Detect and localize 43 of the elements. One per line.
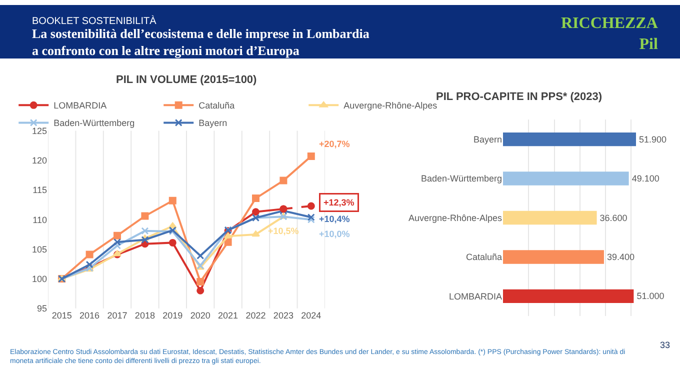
annotation: +10,5%	[268, 226, 299, 236]
y-tick-label: Auvergne-Rhône-Alpes	[408, 212, 502, 223]
x-tick-label: 2024	[301, 310, 322, 320]
text: 33	[660, 340, 670, 350]
text: RICCHEZZA Pil	[561, 15, 658, 53]
data-label: 39.400	[606, 252, 634, 262]
x-tick-label: 2019	[162, 310, 183, 320]
y-tick-label: Baden-Württemberg	[420, 174, 502, 184]
y-tick-label: 100	[32, 274, 47, 284]
annotation: +12,3%	[324, 198, 354, 208]
y-tick-label: 125	[32, 126, 47, 136]
data-label: 51.900	[639, 134, 667, 144]
y-tick-label: 115	[32, 185, 47, 196]
x-tick-label: 2021	[218, 310, 238, 320]
y-tick-label: 105	[32, 244, 47, 254]
x-tick-label: 2018	[134, 310, 155, 320]
legend-label: Cataluña	[198, 100, 235, 111]
x-tick-label: 2022	[246, 310, 266, 320]
y-tick-label: Cataluña	[466, 252, 502, 262]
annotation: +20,7%	[319, 139, 350, 149]
legend-label: Auvergne-Rhône-Alpes	[344, 100, 438, 111]
y-tick-label: Bayern	[473, 134, 502, 144]
data-label: 36.600	[600, 212, 628, 223]
y-tick-label: 110	[32, 214, 47, 225]
x-tick-label: 2016	[80, 310, 100, 320]
text: BOOKLET SOSTENIBILITÀ	[32, 15, 157, 27]
x-tick-label: 2017	[107, 310, 128, 320]
x-tick-label: 2020	[190, 310, 210, 320]
text: La sostenibilità dell’ecosistema e delle imprese in Lombardia a confronto con le altre regioni motori d’Europa	[32, 26, 370, 58]
annotation: +10,0%	[319, 229, 350, 239]
y-tick-label: LOMBARDIA	[448, 291, 502, 302]
x-tick-label: 2015	[52, 310, 72, 320]
chart-title: PIL PRO-CAPITE IN PPS* (2023)	[436, 91, 602, 103]
data-label: 51.000	[636, 291, 664, 302]
chart-title: PIL IN VOLUME (2015=100)	[116, 74, 258, 86]
y-tick-label: 120	[32, 156, 47, 166]
annotation: +10,4%	[319, 214, 350, 224]
data-label: 49.100	[632, 174, 660, 184]
x-tick-label: 2023	[273, 310, 294, 320]
legend-label: Baden-Württemberg	[54, 118, 135, 128]
legend-label: Bayern	[198, 118, 228, 128]
legend-label: LOMBARDIA	[54, 100, 107, 111]
y-tick-label: 95	[36, 304, 47, 314]
